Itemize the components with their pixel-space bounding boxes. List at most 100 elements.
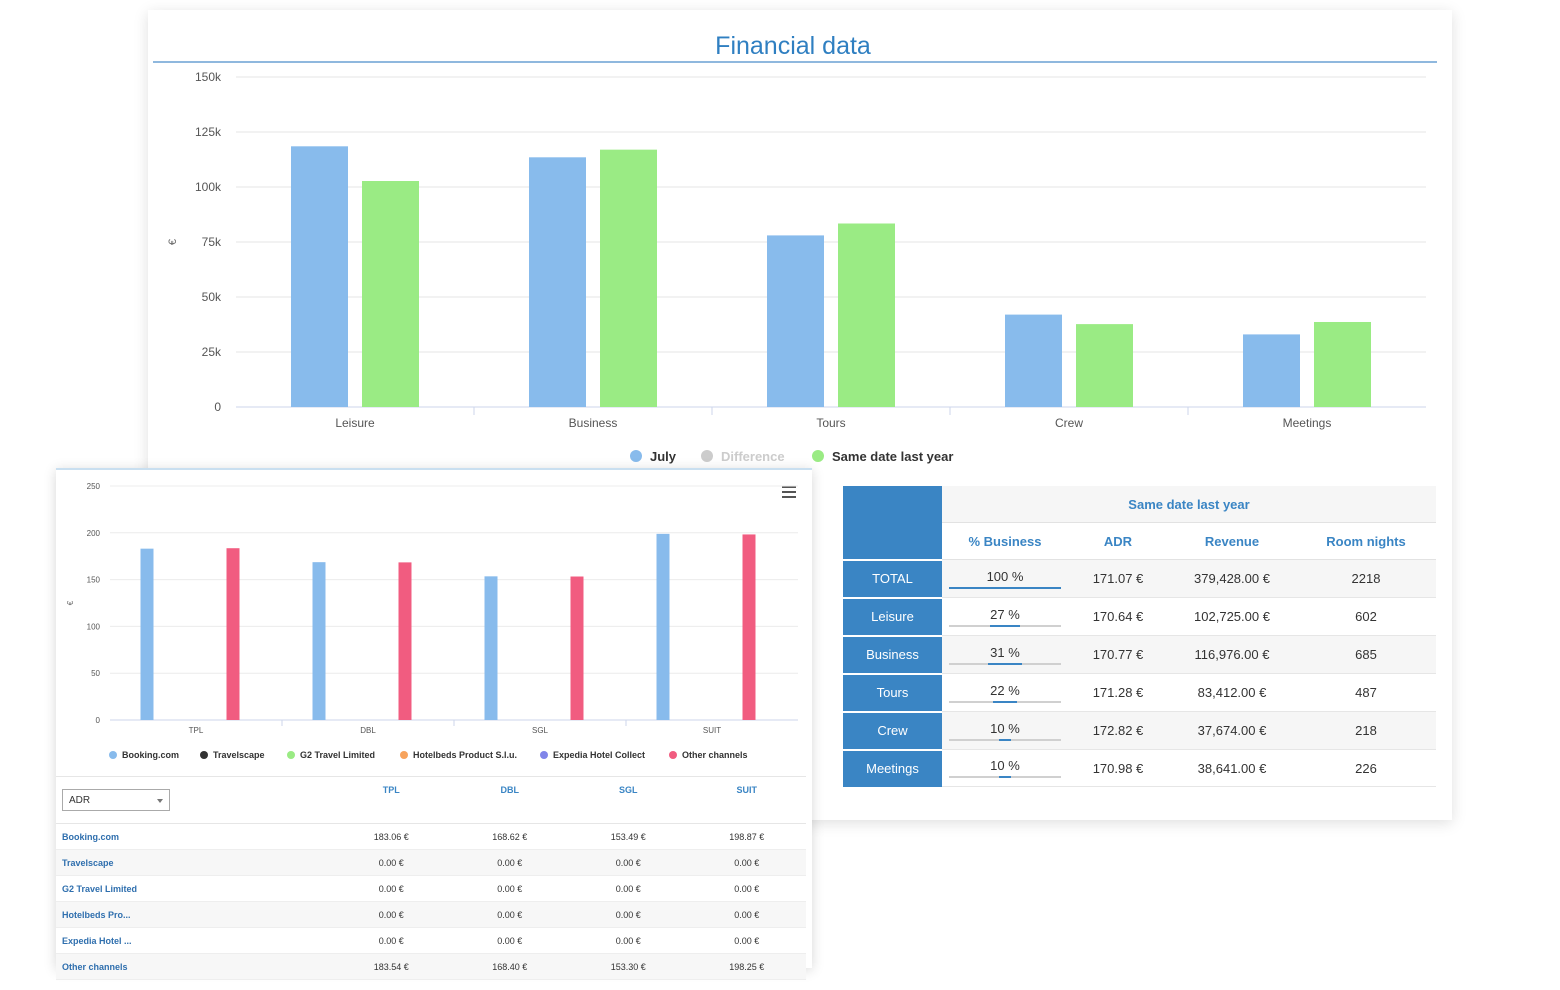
page-title: Financial data (715, 32, 871, 60)
channel-name-link[interactable]: Travelscape (56, 849, 332, 876)
bar-suit-series-0[interactable] (656, 533, 670, 720)
legend-item[interactable]: Other channels (682, 750, 748, 760)
legend-item[interactable]: Travelscape (213, 750, 265, 760)
value-cell: 183.54 € (332, 953, 451, 980)
row-label: Leisure (843, 596, 942, 636)
bar-meetings-july[interactable] (1243, 334, 1300, 407)
hamburger-icon[interactable] (782, 486, 796, 498)
room-nights-cell: 602 (1296, 597, 1436, 636)
value-cell: 0.00 € (450, 849, 569, 876)
legend-marker[interactable] (400, 751, 408, 759)
table-row: G2 Travel Limited 0.00 €0.00 €0.00 €0.00 … (56, 875, 806, 902)
adr-cell: 171.28 € (1068, 673, 1168, 712)
legend-item[interactable]: Expedia Hotel Collect (553, 750, 645, 760)
adr-cell: 171.07 € (1068, 559, 1168, 598)
table-row: Hotelbeds Pro... 0.00 €0.00 €0.00 €0.00 € (56, 901, 806, 928)
y-tick-label: 150k (195, 70, 222, 84)
room-nights-cell: 226 (1296, 749, 1436, 787)
bar-tpl-series-5[interactable] (226, 548, 240, 720)
adr-cell: 170.64 € (1068, 597, 1168, 636)
legend-item[interactable]: G2 Travel Limited (300, 750, 375, 760)
column-header-business[interactable]: % Business (942, 522, 1068, 560)
row-label: Business (843, 634, 942, 674)
legend-marker[interactable] (669, 751, 677, 759)
column-header-room-nights[interactable]: Room nights (1296, 522, 1436, 560)
channel-name-link[interactable]: Other channels (56, 953, 332, 980)
value-cell: 0.00 € (450, 927, 569, 954)
y-axis-label: € (66, 600, 75, 605)
y-tick-label: 0 (96, 716, 101, 725)
value-cell: 0.00 € (687, 927, 806, 954)
x-tick-label: Leisure (335, 416, 375, 430)
metric-select-value: ADR (69, 795, 91, 806)
legend-marker[interactable] (200, 751, 208, 759)
business-pct-value: 31 % (990, 644, 1020, 660)
bar-meetings-last-year[interactable] (1314, 321, 1371, 407)
business-pct-cell: 10 % (942, 711, 1068, 750)
metric-select[interactable]: ADR (62, 789, 170, 811)
table-row: Expedia Hotel ... 0.00 €0.00 €0.00 €0.00 … (56, 927, 806, 954)
bar-dbl-series-5[interactable] (398, 562, 412, 720)
channel-name-link[interactable]: Booking.com (56, 823, 332, 850)
y-axis-label: € (167, 239, 179, 245)
bar-sgl-series-0[interactable] (484, 576, 498, 720)
y-tick-label: 200 (87, 529, 101, 538)
legend-marker[interactable] (287, 751, 295, 759)
bar-leisure-july[interactable] (291, 146, 348, 408)
bar-suit-series-5[interactable] (742, 534, 756, 720)
progress-track (949, 624, 1061, 627)
legend-marker[interactable] (109, 751, 117, 759)
business-pct-value: 27 % (990, 606, 1020, 622)
revenue-cell: 83,412.00 € (1168, 673, 1296, 712)
channel-name-link[interactable]: Expedia Hotel ... (56, 927, 332, 954)
legend-item[interactable]: Hotelbeds Product S.l.u. (413, 750, 517, 760)
legend-marker[interactable] (630, 450, 642, 462)
x-tick-label: Meetings (1283, 416, 1332, 430)
value-cell: 153.30 € (569, 953, 688, 980)
bar-business-last-year[interactable] (600, 149, 657, 407)
room-nights-cell: 487 (1296, 673, 1436, 712)
bar-crew-last-year[interactable] (1076, 324, 1133, 407)
bar-tours-last-year[interactable] (838, 223, 895, 407)
progress-fill (999, 738, 1011, 741)
column-header-adr[interactable]: ADR (1068, 522, 1168, 560)
legend-marker[interactable] (701, 450, 713, 462)
revenue-cell: 102,725.00 € (1168, 597, 1296, 636)
table-row: Business 31 % 170.77 €116,976.00 €685 (843, 634, 1436, 674)
group-header: Same date last year (942, 486, 1436, 523)
bar-business-july[interactable] (529, 157, 586, 407)
progress-track (949, 776, 1061, 778)
legend-marker[interactable] (812, 450, 824, 462)
bar-crew-july[interactable] (1005, 314, 1062, 407)
business-pct-value: 10 % (990, 758, 1020, 773)
business-pct-cell: 27 % (942, 597, 1068, 636)
channel-name-link[interactable]: G2 Travel Limited (56, 875, 332, 902)
y-tick-label: 0 (214, 400, 221, 414)
bar-dbl-series-0[interactable] (312, 562, 326, 720)
bar-sgl-series-5[interactable] (570, 576, 584, 720)
column-header-sgl[interactable]: SGL (569, 776, 688, 824)
legend-item[interactable]: Difference (721, 449, 785, 464)
value-cell: 198.25 € (687, 953, 806, 980)
value-cell: 0.00 € (450, 901, 569, 928)
value-cell: 0.00 € (332, 875, 451, 902)
column-header-suit[interactable]: SUIT (687, 776, 806, 824)
value-cell: 168.40 € (450, 953, 569, 980)
column-header-dbl[interactable]: DBL (450, 776, 569, 824)
value-cell: 0.00 € (687, 849, 806, 876)
bar-tours-july[interactable] (767, 235, 824, 407)
y-tick-label: 50k (202, 290, 222, 304)
room-nights-cell: 218 (1296, 711, 1436, 750)
column-header-tpl[interactable]: TPL (332, 776, 451, 824)
legend-item[interactable]: Same date last year (832, 449, 953, 464)
channel-name-link[interactable]: Hotelbeds Pro... (56, 901, 332, 928)
legend-item[interactable]: Booking.com (122, 750, 179, 760)
value-cell: 0.00 € (332, 901, 451, 928)
legend-marker[interactable] (540, 751, 548, 759)
legend-item[interactable]: July (650, 449, 677, 464)
row-label: TOTAL (843, 558, 942, 598)
bar-leisure-last-year[interactable] (362, 181, 419, 407)
column-header-revenue[interactable]: Revenue (1168, 522, 1296, 560)
bar-tpl-series-0[interactable] (140, 548, 154, 720)
progress-fill (992, 700, 1018, 703)
